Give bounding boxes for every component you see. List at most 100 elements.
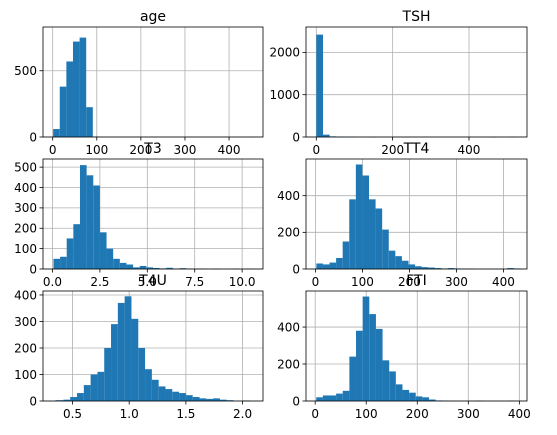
histogram-bar xyxy=(409,392,416,401)
histogram-bar xyxy=(179,393,186,401)
x-tick-label: 10.0 xyxy=(229,275,256,289)
histogram-bar xyxy=(77,393,84,401)
y-tick-label: 200 xyxy=(14,222,37,236)
histogram-bar xyxy=(119,262,127,269)
histogram-bar xyxy=(199,398,207,401)
histogram-bar xyxy=(316,397,323,401)
histogram-bar xyxy=(356,330,363,401)
histogram-bar xyxy=(145,369,152,401)
histogram-bar xyxy=(213,398,220,401)
y-tick-label: 0 xyxy=(29,130,37,144)
panel-age: 0 100 200 300 400 0 500 age xyxy=(14,9,264,157)
histogram-bar xyxy=(72,41,80,138)
panel-title: TT4 xyxy=(403,141,430,157)
y-tick-label: 200 xyxy=(277,226,300,240)
y-tick-label: 400 xyxy=(14,288,37,302)
x-tick-label: 0.5 xyxy=(63,407,82,421)
histogram-bar xyxy=(342,390,350,401)
y-tick-label: 0 xyxy=(29,394,37,408)
panel-tt4: 0 100 200 300 400 0 200 400 TT4 xyxy=(277,141,528,289)
histogram-bar xyxy=(139,265,147,269)
panel-title: T3 xyxy=(143,141,161,157)
histogram-bar xyxy=(158,386,166,401)
x-tick-label: 300 xyxy=(445,275,468,289)
histogram-bar xyxy=(79,37,87,137)
axes-frame xyxy=(42,26,264,138)
x-tick-label: 200 xyxy=(406,407,429,421)
y-tick-label: 300 xyxy=(14,201,37,215)
y-tick-label: 0 xyxy=(292,130,300,144)
histogram-bar xyxy=(131,318,139,401)
panel-t3: 0.0 2.5 5.0 7.5 10.0 0 100 200 300 400 500 T3 xyxy=(14,141,264,289)
histogram-bar xyxy=(53,129,60,137)
panel-title: FTI xyxy=(406,273,427,289)
histogram-bar xyxy=(395,256,402,269)
histogram-bar xyxy=(401,260,409,269)
x-tick-label: 200 xyxy=(129,143,152,157)
panel-fti: 0 100 200 300 400 0 200 400 FTI xyxy=(277,273,531,421)
histogram-bar xyxy=(111,324,118,401)
histogram-bar xyxy=(369,314,376,401)
x-tick-label: 400 xyxy=(508,407,531,421)
x-tick-label: 2.0 xyxy=(233,407,252,421)
histogram-bar xyxy=(395,384,403,401)
histogram-bar xyxy=(448,268,455,269)
histogram-bar xyxy=(153,267,160,269)
x-tick-label: 400 xyxy=(458,143,481,157)
y-tick-label: 500 xyxy=(14,160,37,174)
histogram-bar xyxy=(219,399,227,401)
histogram-bar xyxy=(192,397,200,401)
histogram-bar xyxy=(336,258,343,269)
panel-title: TSH xyxy=(402,9,431,25)
histogram-bar xyxy=(429,399,436,401)
histogram-bar xyxy=(138,347,146,401)
histogram-bar xyxy=(113,258,120,269)
histogram-bar xyxy=(342,241,350,269)
y-tick-label: 2000 xyxy=(269,46,300,60)
x-tick-label: 7.5 xyxy=(185,275,204,289)
x-tick-label: 1.0 xyxy=(120,407,139,421)
panel-tsh: 0 200 400 0 1000 2000 TSH xyxy=(269,9,528,157)
histogram-bar xyxy=(146,267,153,269)
histogram-bar xyxy=(415,396,423,401)
y-tick-label: 0 xyxy=(29,262,37,276)
histogram-bar xyxy=(60,256,67,269)
histogram-bar xyxy=(421,267,429,269)
x-tick-label: 0 xyxy=(312,275,320,289)
histogram-bar xyxy=(422,397,430,401)
histogram-bar xyxy=(99,232,107,269)
axes-frame xyxy=(305,158,528,270)
histogram-bar xyxy=(104,347,112,401)
histogram-bar xyxy=(362,175,370,269)
panel-t4u: 0.5 1.0 1.5 2.0 0 100 200 300 400 T4U xyxy=(14,273,264,421)
histogram-bar xyxy=(106,248,114,269)
histogram-bar xyxy=(316,34,323,137)
plot-area xyxy=(306,27,527,137)
histogram-bar xyxy=(349,356,357,401)
histogram-bar xyxy=(428,267,435,269)
histogram-bar xyxy=(172,391,180,401)
histogram-bar xyxy=(66,61,73,137)
x-tick-label: 400 xyxy=(218,143,241,157)
y-tick-label: 400 xyxy=(14,181,37,195)
histogram-bar xyxy=(185,395,193,401)
histogram-bar xyxy=(388,250,396,269)
x-tick-label: 100 xyxy=(85,143,108,157)
histogram-bar xyxy=(179,268,187,269)
histogram-bar xyxy=(73,224,80,269)
x-tick-label: 0 xyxy=(49,143,57,157)
histogram-bar xyxy=(322,264,330,269)
y-tick-label: 100 xyxy=(14,242,37,256)
y-tick-label: 0 xyxy=(292,262,300,276)
panel-title: age xyxy=(140,9,166,25)
histogram-bar xyxy=(349,199,356,269)
y-tick-label: 200 xyxy=(277,357,300,371)
x-tick-label: 0 xyxy=(311,407,319,421)
y-tick-label: 1000 xyxy=(269,88,300,102)
histogram-bar xyxy=(165,389,173,401)
y-tick-label: 500 xyxy=(14,64,37,78)
histogram-bar xyxy=(329,262,337,269)
histogram-bar xyxy=(322,395,330,401)
histogram-bar xyxy=(59,86,67,137)
x-tick-label: 100 xyxy=(355,407,378,421)
